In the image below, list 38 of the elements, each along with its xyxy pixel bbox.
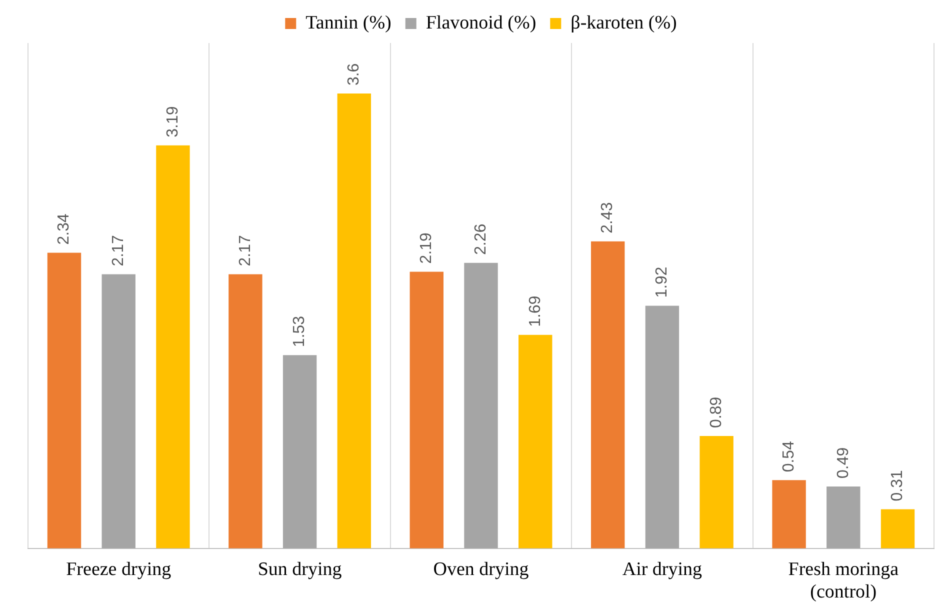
legend-label: Flavonoid (%) [426, 12, 536, 34]
bar [645, 306, 680, 548]
data-label: 2.19 [418, 232, 436, 264]
bar [880, 509, 915, 548]
data-label: 2.26 [472, 224, 490, 255]
data-label: 2.34 [56, 214, 73, 245]
data-label: 3.19 [164, 106, 182, 138]
data-label: 2.17 [236, 234, 254, 266]
x-tick-label: Fresh moringa (control) [788, 558, 900, 603]
bar [102, 274, 136, 548]
x-tick-label: Oven drying [433, 558, 530, 580]
data-label: 3.6 [346, 63, 363, 86]
bar [464, 262, 498, 548]
x-tick-label: Freeze drying [66, 558, 172, 580]
data-label: 0.89 [708, 396, 725, 428]
bar [826, 486, 860, 548]
bar [518, 334, 552, 548]
x-tick-label: Sun drying [258, 558, 342, 580]
bar [590, 241, 625, 548]
data-label: 0.54 [780, 440, 798, 472]
data-label: 1.53 [291, 316, 308, 348]
bar [337, 94, 372, 548]
bar [47, 252, 82, 548]
data-label: 0.31 [889, 470, 906, 502]
data-label: 2.17 [110, 234, 128, 266]
bar [700, 436, 734, 548]
data-label: 0.49 [834, 447, 852, 478]
data-label: 1.69 [526, 296, 544, 327]
bar [282, 355, 317, 548]
x-tick-label: Air drying [622, 558, 703, 580]
bar [410, 272, 444, 548]
data-label: 1.92 [654, 266, 671, 298]
legend-label: Tannin (%) [306, 12, 392, 34]
bar [772, 480, 806, 548]
legend-label: β-karoten (%) [570, 12, 677, 34]
bar [228, 274, 262, 548]
bar [156, 145, 190, 548]
data-label: 2.43 [599, 202, 616, 234]
